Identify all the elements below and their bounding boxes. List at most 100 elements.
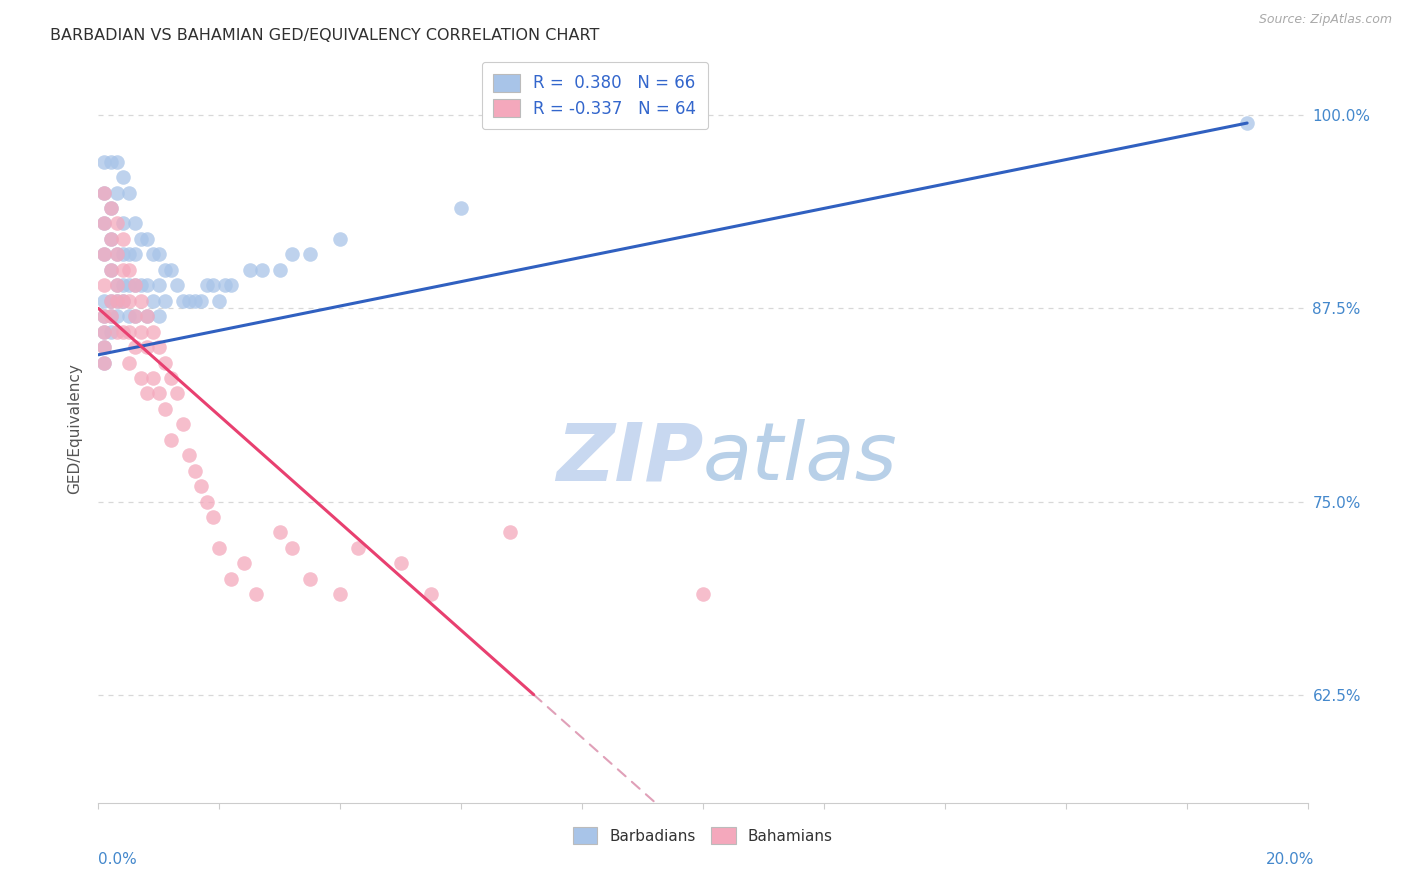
Point [93, 355, 115, 369]
Point [105, 278, 128, 293]
Point [269, 525, 291, 540]
Point [100, 154, 122, 169]
Legend: Barbadians, Bahamians: Barbadians, Bahamians [565, 820, 841, 851]
Point [129, 293, 152, 308]
Point [124, 278, 146, 293]
Text: atlas: atlas [703, 419, 898, 497]
Point [129, 232, 152, 246]
Point [190, 293, 212, 308]
Point [124, 278, 146, 293]
Point [100, 201, 122, 215]
Point [111, 293, 134, 308]
Text: Source: ZipAtlas.com: Source: ZipAtlas.com [1258, 13, 1392, 27]
Point [129, 371, 152, 385]
Point [111, 232, 134, 246]
Point [111, 170, 134, 185]
Point [118, 309, 141, 323]
Point [100, 293, 122, 308]
Point [105, 154, 128, 169]
Text: BARBADIAN VS BAHAMIAN GED/EQUIVALENCY CORRELATION CHART: BARBADIAN VS BAHAMIAN GED/EQUIVALENCY CO… [51, 28, 599, 43]
Point [100, 232, 122, 246]
Point [100, 201, 122, 215]
Point [129, 325, 152, 339]
Point [93, 293, 115, 308]
Point [105, 278, 128, 293]
Point [1236, 116, 1258, 130]
Point [179, 448, 201, 462]
Point [93, 278, 115, 293]
Point [250, 262, 273, 277]
Point [118, 262, 141, 277]
Point [148, 386, 170, 401]
Text: 0.0%: 0.0% [98, 852, 138, 867]
Point [347, 541, 370, 555]
Point [153, 293, 176, 308]
Point [239, 262, 262, 277]
Point [208, 293, 231, 308]
Point [221, 278, 243, 293]
Point [148, 309, 170, 323]
Point [221, 572, 243, 586]
Point [214, 278, 236, 293]
Point [111, 278, 134, 293]
Point [118, 186, 141, 200]
Point [93, 217, 115, 231]
Point [105, 247, 128, 261]
Point [142, 247, 165, 261]
Point [172, 293, 194, 308]
Point [160, 433, 183, 447]
Point [93, 186, 115, 200]
Point [148, 340, 170, 354]
Point [93, 355, 115, 369]
Point [166, 278, 188, 293]
Point [124, 247, 146, 261]
Point [329, 587, 352, 601]
Point [179, 293, 201, 308]
Point [124, 309, 146, 323]
Point [692, 587, 714, 601]
Point [111, 293, 134, 308]
Point [245, 587, 267, 601]
Point [142, 371, 165, 385]
Point [118, 278, 141, 293]
Point [100, 232, 122, 246]
Point [93, 309, 115, 323]
Point [202, 510, 225, 524]
Point [118, 247, 141, 261]
Point [160, 262, 183, 277]
Point [93, 186, 115, 200]
Point [420, 587, 443, 601]
Point [232, 557, 254, 571]
Point [166, 386, 188, 401]
Point [195, 278, 218, 293]
Point [299, 572, 322, 586]
Point [93, 247, 115, 261]
Point [208, 541, 231, 555]
Point [142, 325, 165, 339]
Point [100, 262, 122, 277]
Point [105, 247, 128, 261]
Point [100, 325, 122, 339]
Point [160, 371, 183, 385]
Point [100, 262, 122, 277]
Point [93, 154, 115, 169]
Point [269, 262, 291, 277]
Point [111, 247, 134, 261]
Point [118, 293, 141, 308]
Point [124, 340, 146, 354]
Point [129, 278, 152, 293]
Point [153, 355, 176, 369]
Point [93, 340, 115, 354]
Point [190, 479, 212, 493]
Point [281, 541, 304, 555]
Point [111, 217, 134, 231]
Point [153, 401, 176, 416]
Point [105, 325, 128, 339]
Point [105, 309, 128, 323]
Point [450, 201, 472, 215]
Point [195, 494, 218, 508]
Point [105, 293, 128, 308]
Text: ZIP: ZIP [555, 419, 703, 497]
Point [389, 557, 412, 571]
Point [148, 278, 170, 293]
